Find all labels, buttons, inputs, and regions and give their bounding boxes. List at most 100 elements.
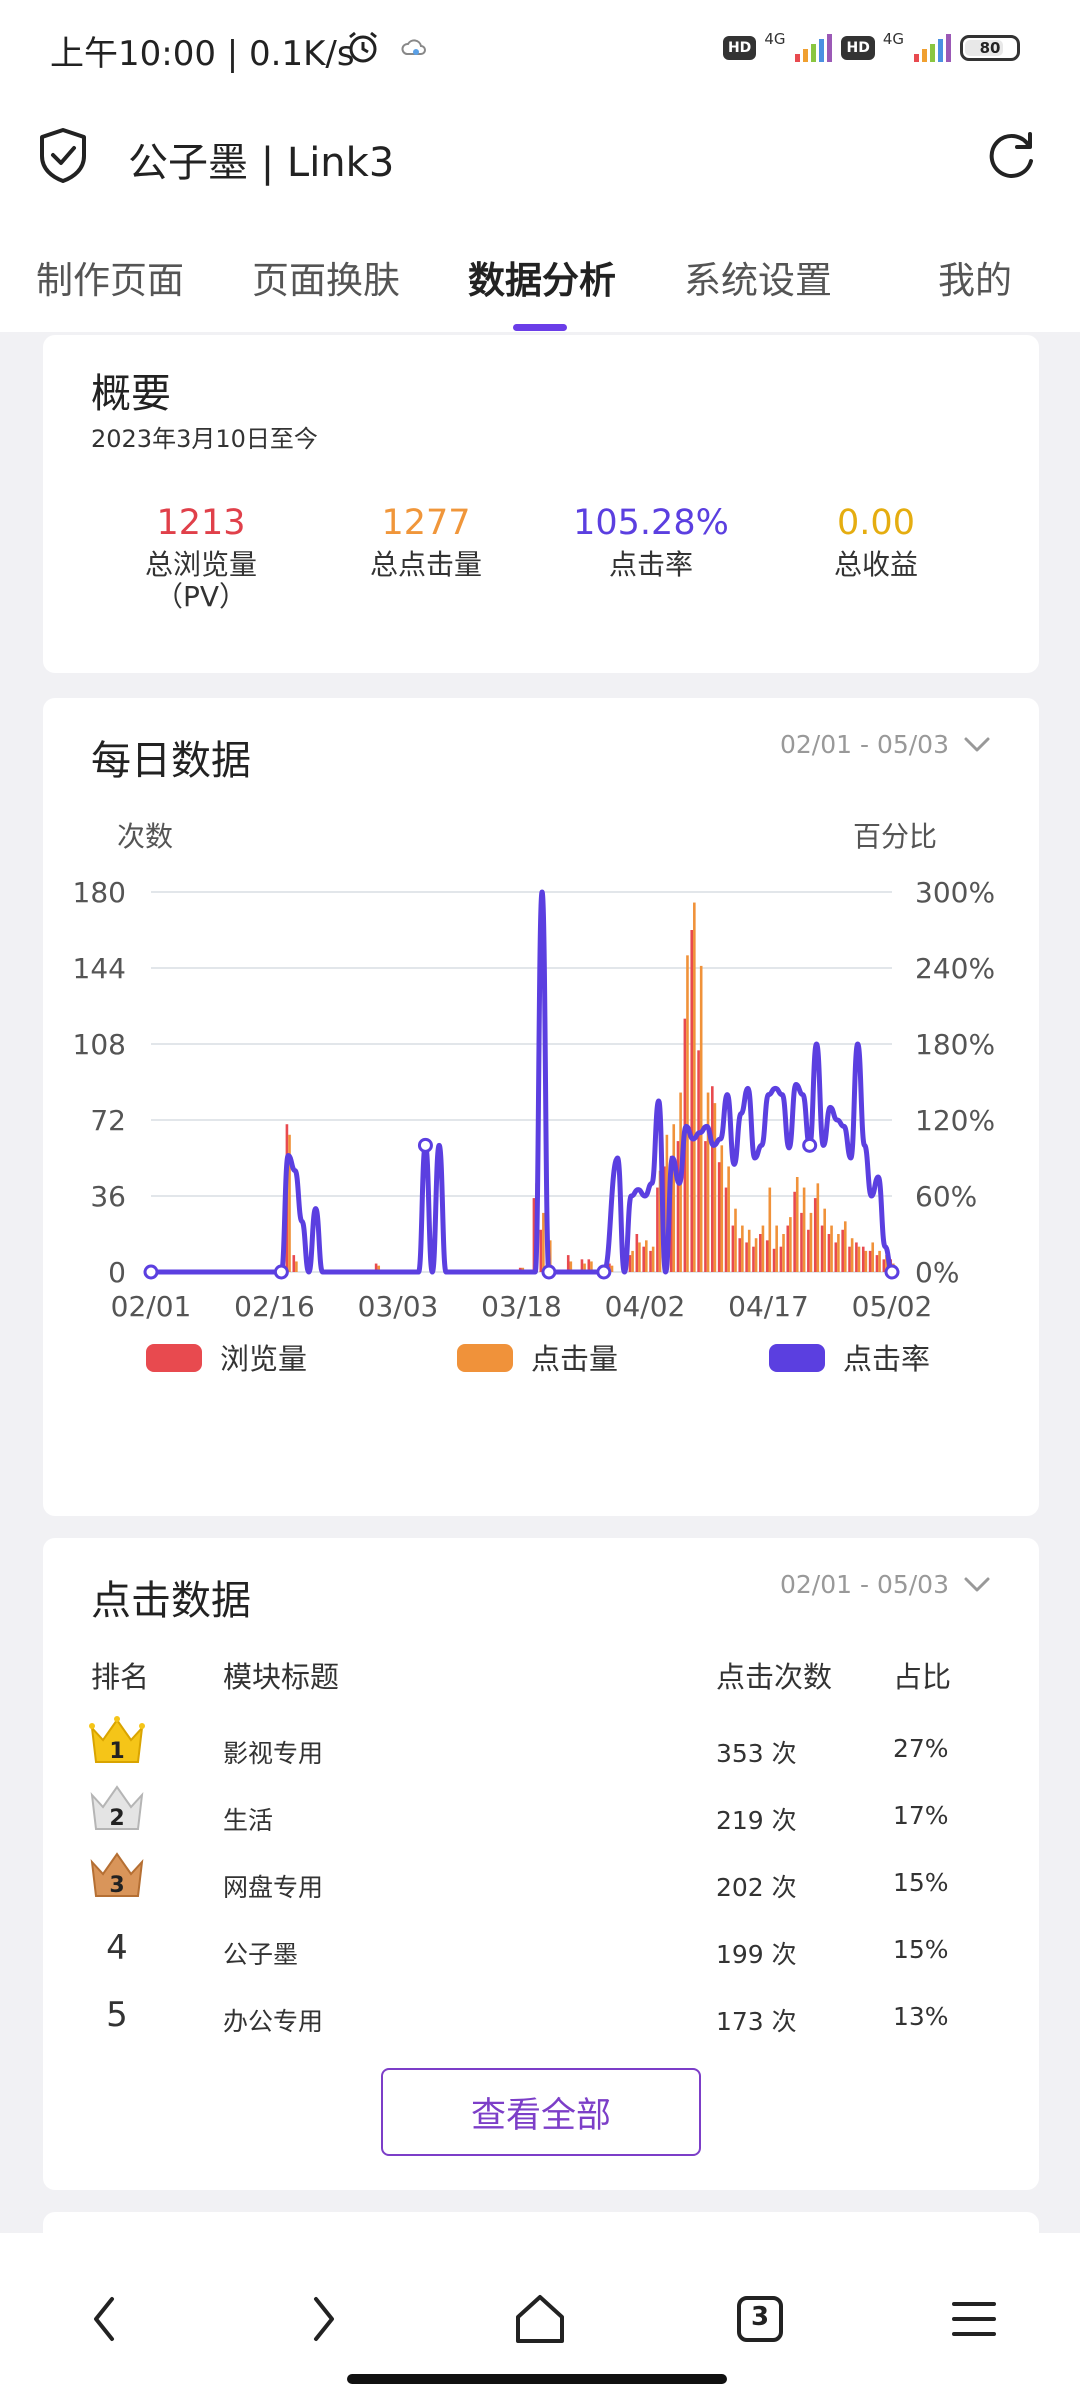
row-1-name: 影视专用 [223,1739,324,1768]
chevron-down-icon [964,1577,990,1591]
stat-value: 105.28% [573,503,729,543]
row-4-rank: 4 [106,1928,128,1968]
tabs-icon[interactable]: 3 [730,2289,790,2349]
svg-text:3: 3 [109,1873,124,1898]
back-icon[interactable] [76,2289,136,2349]
bar-clicks [713,1103,717,1272]
bar-clicks [782,1234,785,1272]
legend-swatch [769,1344,825,1372]
y-tick-left: 36 [90,1180,126,1213]
tab-theme[interactable]: 页面换肤 [252,259,400,302]
bar-pv [649,1250,652,1272]
bar-clicks [761,1225,765,1272]
bar-clicks [720,1145,724,1272]
clicks-range-picker[interactable]: 02/01 - 05/03 [780,1570,991,1599]
svg-text:2: 2 [109,1806,124,1831]
y-tick-right: 300% [915,876,995,909]
daily-chart: 次数 百分比 0 0% 36 60% 72 120% 108 180% 144 240% 180 300%… [73,820,996,1376]
alarm-icon [349,31,377,63]
status-time: 上午10:00 | 0.1K/s [50,34,355,74]
bar-pv [848,1246,851,1272]
tabs-count: 3 [750,2302,770,2332]
bar-clicks [699,965,703,1272]
ctr-line [150,889,895,1275]
bar-pv [635,1234,639,1272]
y-tick-left: 180 [73,876,126,909]
y-tick-left: 72 [90,1104,126,1137]
bar-clicks [734,1208,737,1272]
y-tick-right: 60% [915,1180,977,1213]
row-5-name: 办公专用 [223,2007,324,2036]
home-icon[interactable] [510,2289,570,2349]
row-3-ratio: 15% [893,1868,949,1897]
crown-silver-icon: 2 [90,1785,144,1831]
cloud-icon [401,39,426,55]
tab-settings[interactable]: 系统设置 [684,259,832,302]
row-4-ratio: 15% [893,1935,949,1964]
bar-clicks [706,1092,710,1272]
signal-icon [795,34,833,62]
bar-pv [697,1050,700,1272]
bar-clicks [288,1134,291,1272]
bar-pv [834,1242,838,1272]
ctr-point [541,1264,557,1280]
bar-pv [374,1263,378,1272]
x-tick: 02/16 [234,1290,315,1323]
bar-pv [676,1141,680,1272]
bar-pv [827,1234,831,1272]
bar-pv [711,1086,714,1272]
legend-swatch [457,1344,513,1372]
bar-pv [717,1162,721,1272]
shield-check-icon[interactable] [36,126,90,184]
menu-icon[interactable] [944,2289,1004,2349]
signal-icon-2 [914,34,951,62]
y-tick-left: 0 [108,1256,126,1289]
stat-value: 1277 [381,503,471,543]
tab-data-analysis[interactable]: 数据分析 [468,259,616,302]
header-ratio: 占比 [893,1660,952,1694]
y-axis-left-title: 次数 [117,820,173,853]
legend-swatch [146,1344,202,1372]
tab-make-page[interactable]: 制作页面 [36,259,184,302]
network-label-2: 4G [882,30,904,48]
daily-title: 每日数据 [91,738,251,784]
bar-clicks [693,902,696,1272]
tab-mine[interactable]: 我的 [938,259,1012,302]
stat-total-clicks: 1277 总点击量 [316,503,536,581]
bar-clicks [631,1250,634,1272]
forward-icon[interactable] [292,2289,352,2349]
daily-range-picker[interactable]: 02/01 - 05/03 [780,730,991,759]
row-4-name: 公子墨 [223,1940,299,1969]
bar-clicks [850,1238,854,1272]
network-label: 4G [764,30,786,48]
refresh-icon[interactable] [984,128,1040,184]
ctr-point [143,1264,159,1280]
legend-label: 点击量 [531,1342,618,1376]
bar-clicks [672,1124,676,1272]
bar-pv [628,1255,632,1272]
ctr-point [596,1264,612,1280]
stat-ctr: 105.28% 点击率 [541,503,761,581]
bar-clicks [885,1255,888,1272]
bar-pv [765,1240,769,1272]
bar-clicks [802,1187,806,1272]
overview-title: 概要 [91,371,171,417]
bar-pv [738,1238,742,1272]
tab-indicator [513,324,567,331]
top-tabs: 制作页面 页面换肤 数据分析 系统设置 我的 [0,210,1080,332]
x-tick: 04/17 [728,1290,809,1323]
bar-pv [690,930,694,1272]
ctr-point [417,1137,433,1153]
crown-gold-icon: 1 [89,1716,145,1764]
bar-clicks [727,1166,730,1272]
chevron-down-icon [964,737,990,751]
bar-pv [882,1259,886,1272]
bar-clicks [583,1263,586,1272]
bar-pv [820,1225,824,1272]
bar-clicks [809,1212,813,1272]
bar-pv [855,1242,858,1272]
view-all-button[interactable]: 查看全部 [381,2068,701,2156]
bar-clicks [830,1225,833,1272]
bar-pv [566,1255,570,1272]
y-tick-right: 120% [915,1104,995,1137]
